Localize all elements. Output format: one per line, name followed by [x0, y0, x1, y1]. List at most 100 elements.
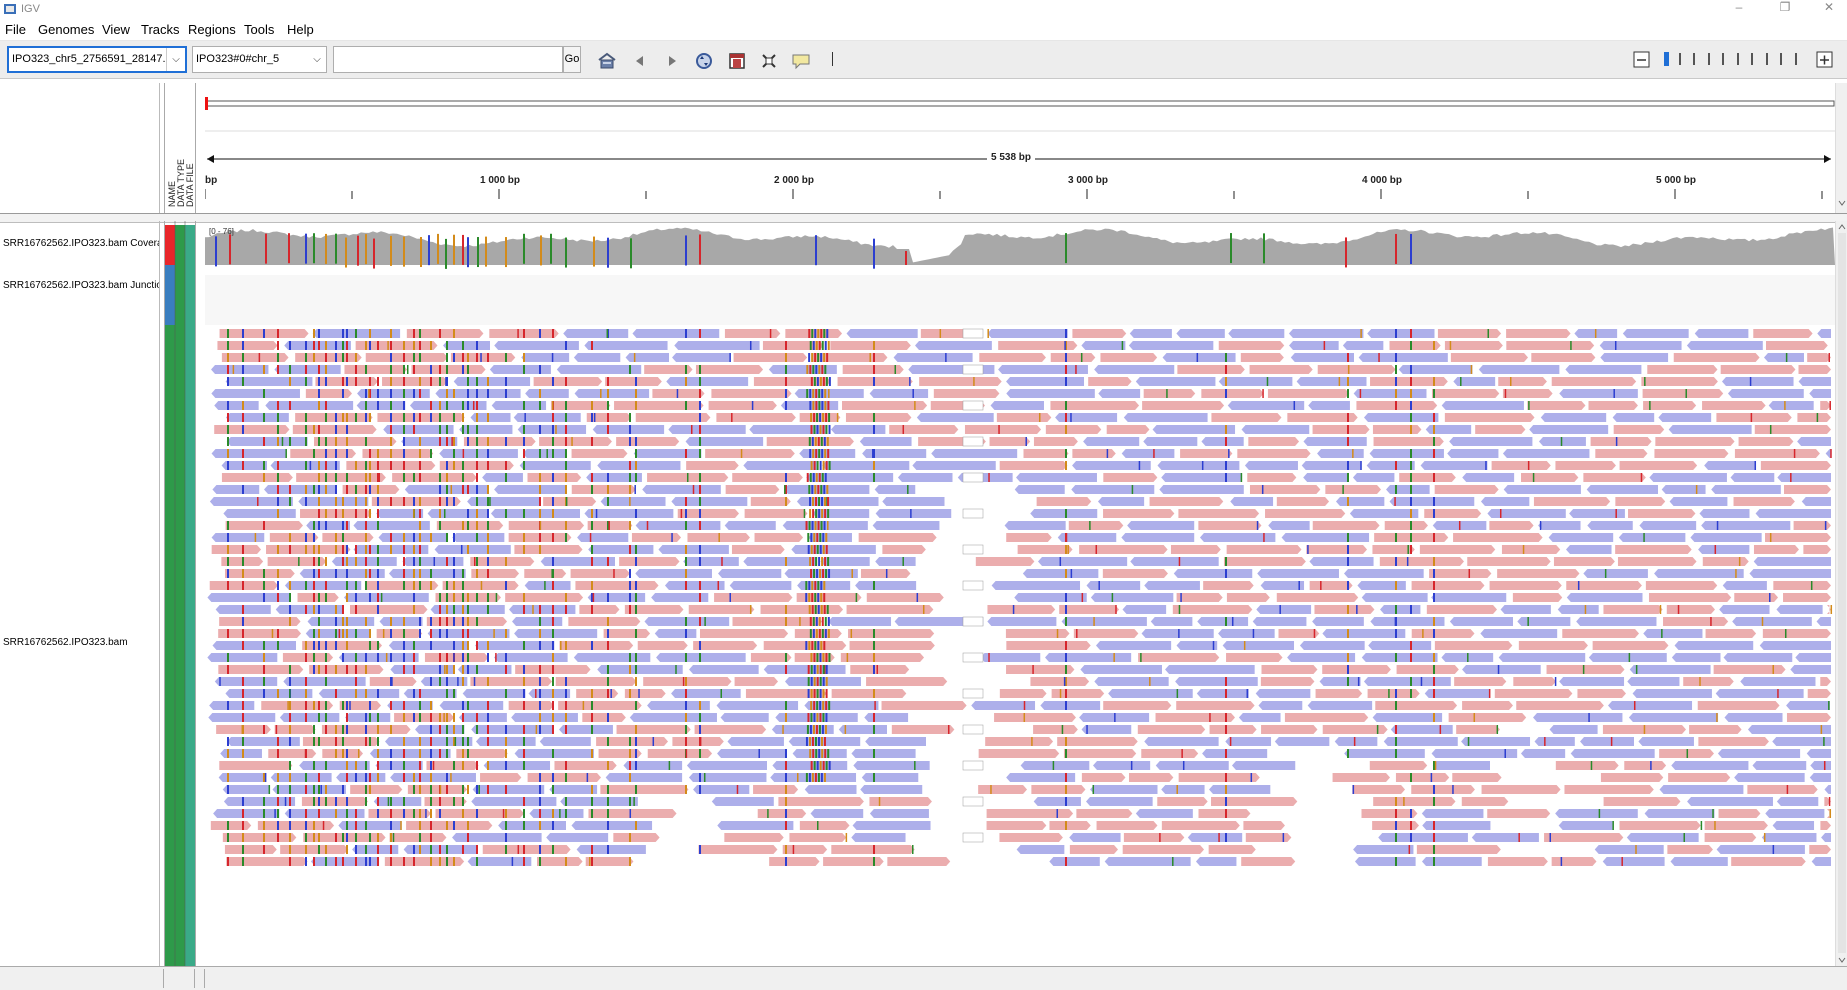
aligned-read[interactable] — [654, 629, 697, 638]
aligned-read[interactable] — [214, 425, 290, 434]
aligned-read[interactable] — [209, 497, 293, 506]
aligned-read[interactable] — [560, 797, 638, 806]
aligned-read[interactable] — [1006, 377, 1085, 386]
aligned-read[interactable] — [1260, 677, 1315, 686]
aligned-read[interactable] — [266, 545, 351, 554]
aligned-read[interactable] — [1033, 437, 1078, 446]
aligned-read[interactable] — [570, 569, 630, 578]
aligned-read[interactable] — [624, 689, 666, 698]
aligned-read[interactable] — [509, 605, 576, 614]
aligned-read[interactable] — [1487, 509, 1566, 518]
aligned-read[interactable] — [987, 329, 1068, 338]
aligned-read[interactable] — [1734, 773, 1805, 782]
aligned-read[interactable] — [980, 653, 1041, 662]
aligned-read[interactable] — [1226, 653, 1283, 662]
aligned-read[interactable] — [978, 749, 1060, 758]
aligned-read[interactable] — [1180, 449, 1233, 458]
aligned-read[interactable] — [592, 425, 665, 434]
aligned-read[interactable] — [1383, 737, 1458, 746]
aligned-read[interactable] — [223, 797, 296, 806]
aligned-read[interactable] — [364, 581, 439, 590]
aligned-read[interactable] — [1759, 641, 1831, 650]
aligned-read[interactable] — [480, 773, 522, 782]
aligned-read[interactable] — [411, 365, 486, 374]
aligned-read[interactable] — [1753, 329, 1813, 338]
aligned-read[interactable] — [224, 569, 295, 578]
chromosome-ideogram[interactable] — [205, 83, 1835, 213]
aligned-read[interactable] — [1274, 737, 1330, 746]
alignment-reads[interactable] — [207, 328, 1833, 866]
aligned-read[interactable] — [1588, 653, 1667, 662]
aligned-read[interactable] — [1548, 533, 1614, 542]
zoom-level-tick[interactable] — [1794, 53, 1797, 65]
aligned-read[interactable] — [1157, 461, 1240, 470]
aligned-read[interactable] — [1820, 401, 1831, 410]
aligned-read[interactable] — [426, 617, 508, 626]
aligned-read[interactable] — [403, 689, 457, 698]
aligned-read[interactable] — [860, 785, 923, 794]
aligned-read[interactable] — [1649, 473, 1727, 482]
aligned-read[interactable] — [916, 413, 994, 422]
aligned-read[interactable] — [600, 785, 689, 794]
aligned-read[interactable] — [1824, 797, 1831, 806]
aligned-read[interactable] — [1144, 581, 1200, 590]
aligned-read[interactable] — [1144, 737, 1219, 746]
aligned-read[interactable] — [866, 677, 948, 686]
locus-search-input[interactable] — [333, 46, 563, 73]
aligned-read[interactable] — [861, 773, 919, 782]
aligned-read[interactable] — [840, 653, 925, 662]
junctions-track-name[interactable]: SRR16762562.IPO323.bam Junctions — [3, 280, 160, 291]
aligned-read[interactable] — [1372, 425, 1422, 434]
aligned-read[interactable] — [1639, 521, 1697, 530]
aligned-read[interactable] — [689, 665, 759, 674]
aligned-read[interactable] — [614, 401, 704, 410]
aligned-read[interactable] — [401, 437, 458, 446]
aligned-read[interactable] — [1694, 329, 1749, 338]
aligned-read[interactable] — [1071, 485, 1155, 494]
aligned-read[interactable] — [1500, 605, 1551, 614]
aligned-read[interactable] — [1599, 341, 1682, 350]
aligned-read[interactable] — [1429, 569, 1492, 578]
aligned-read[interactable] — [222, 785, 270, 794]
aligned-read[interactable] — [402, 557, 464, 566]
aligned-read[interactable] — [588, 545, 654, 554]
aligned-read[interactable] — [1031, 785, 1086, 794]
aligned-read[interactable] — [1461, 797, 1509, 806]
aligned-read[interactable] — [635, 521, 721, 530]
aligned-read[interactable] — [365, 353, 448, 362]
aligned-read[interactable] — [221, 473, 293, 482]
aligned-read[interactable] — [1281, 533, 1370, 542]
aligned-read[interactable] — [376, 629, 423, 638]
aligned-read[interactable] — [1176, 701, 1255, 710]
aligned-read[interactable] — [671, 689, 741, 698]
aligned-read[interactable] — [212, 641, 297, 650]
aligned-read[interactable] — [452, 533, 505, 542]
aligned-read[interactable] — [352, 845, 399, 854]
aligned-read[interactable] — [1720, 365, 1796, 374]
aligned-read[interactable] — [511, 713, 578, 722]
aligned-read[interactable] — [1643, 401, 1697, 410]
aligned-read[interactable] — [1315, 689, 1363, 698]
aligned-read[interactable] — [804, 785, 857, 794]
aligned-read[interactable] — [1247, 473, 1297, 482]
aligned-read[interactable] — [733, 353, 808, 362]
aligned-read[interactable] — [1322, 629, 1406, 638]
aligned-read[interactable] — [424, 653, 489, 662]
aligned-read[interactable] — [385, 737, 473, 746]
aligned-read[interactable] — [987, 617, 1057, 626]
aligned-read[interactable] — [1462, 473, 1515, 482]
aligned-read[interactable] — [355, 341, 438, 350]
low-mapq-read[interactable] — [962, 652, 984, 663]
aligned-read[interactable] — [1619, 461, 1698, 470]
aligned-read[interactable] — [1040, 701, 1101, 710]
aligned-read[interactable] — [753, 377, 831, 386]
aligned-read[interactable] — [1296, 377, 1367, 386]
aligned-read[interactable] — [1754, 425, 1831, 434]
aligned-read[interactable] — [652, 389, 705, 398]
aligned-read[interactable] — [1453, 533, 1543, 542]
panel-divider[interactable] — [0, 213, 1847, 223]
junctions-track[interactable] — [205, 275, 1835, 325]
aligned-read[interactable] — [1626, 833, 1699, 842]
aligned-read[interactable] — [672, 737, 724, 746]
aligned-read[interactable] — [852, 821, 931, 830]
